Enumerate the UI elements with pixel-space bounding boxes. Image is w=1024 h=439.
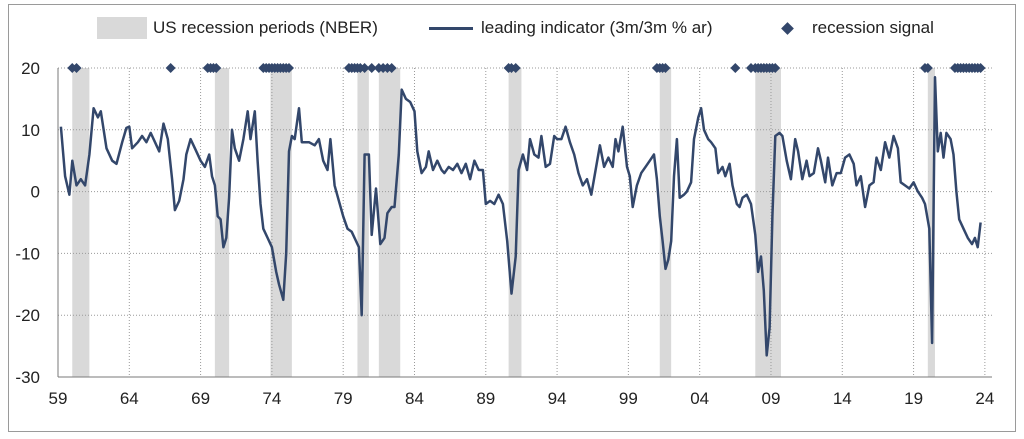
- recession-signal-marker: [770, 63, 781, 73]
- recession-band-0: [72, 68, 90, 377]
- x-tick-label-3: 74: [262, 389, 281, 408]
- recession-signal-marker: [71, 63, 82, 73]
- legend-swatch-signal: [781, 21, 794, 35]
- legend-swatch-indicator: [429, 26, 473, 30]
- y-tick-label-0: 20: [21, 59, 40, 78]
- x-tick-label-11: 14: [833, 389, 852, 408]
- x-tick-label-12: 19: [904, 389, 923, 408]
- y-tick-label-5: -30: [15, 368, 40, 387]
- recession-signal-marker: [284, 63, 295, 73]
- y-tick-label-3: -10: [15, 244, 40, 263]
- chart-frame: [8, 4, 1016, 432]
- recession-band-5: [508, 68, 522, 377]
- y-tick-label-4: -20: [15, 306, 40, 325]
- x-tick-label-6: 89: [476, 389, 495, 408]
- recession-band-8: [927, 68, 935, 377]
- x-tick-label-2: 69: [191, 389, 210, 408]
- recession-signal-marker: [922, 63, 933, 73]
- recession-signal-marker: [359, 63, 370, 73]
- recession-signal-marker: [386, 63, 397, 73]
- recession-signal-marker: [165, 63, 176, 73]
- legend-label-indicator: leading indicator (3m/3m % ar): [481, 18, 713, 37]
- recession-signal-marker: [660, 63, 671, 73]
- recession-signal-marker: [975, 63, 986, 73]
- x-tick-label-0: 59: [49, 389, 68, 408]
- x-tick-label-13: 24: [975, 389, 994, 408]
- legend-label-recession: US recession periods (NBER): [153, 18, 378, 37]
- indicator-series-line: [59, 76, 982, 357]
- x-tick-label-10: 09: [762, 389, 781, 408]
- recession-band-7: [755, 68, 781, 377]
- legend-swatch-recession: [97, 17, 147, 39]
- y-tick-label-1: 10: [21, 121, 40, 140]
- recession-signal-marker: [366, 63, 377, 73]
- x-tick-label-5: 84: [405, 389, 424, 408]
- legend-item-indicator: leading indicator (3m/3m % ar): [429, 16, 712, 40]
- y-tick-label-2: 0: [31, 183, 40, 202]
- recession-band-6: [659, 68, 672, 377]
- recession-signal-marker: [211, 63, 222, 73]
- legend-label-signal: recession signal: [812, 18, 934, 37]
- legend-item-recession: US recession periods (NBER): [97, 16, 378, 40]
- x-tick-label-9: 04: [690, 389, 709, 408]
- recession-signal-marker: [730, 63, 741, 73]
- legend-item-signal: recession signal: [781, 16, 934, 40]
- x-tick-label-4: 79: [334, 389, 353, 408]
- x-tick-label-8: 99: [619, 389, 638, 408]
- x-tick-label-7: 94: [548, 389, 567, 408]
- x-tick-label-1: 64: [120, 389, 139, 408]
- recession-signal-marker: [510, 63, 521, 73]
- recession-band-2: [270, 68, 292, 377]
- recession-band-4: [378, 68, 401, 377]
